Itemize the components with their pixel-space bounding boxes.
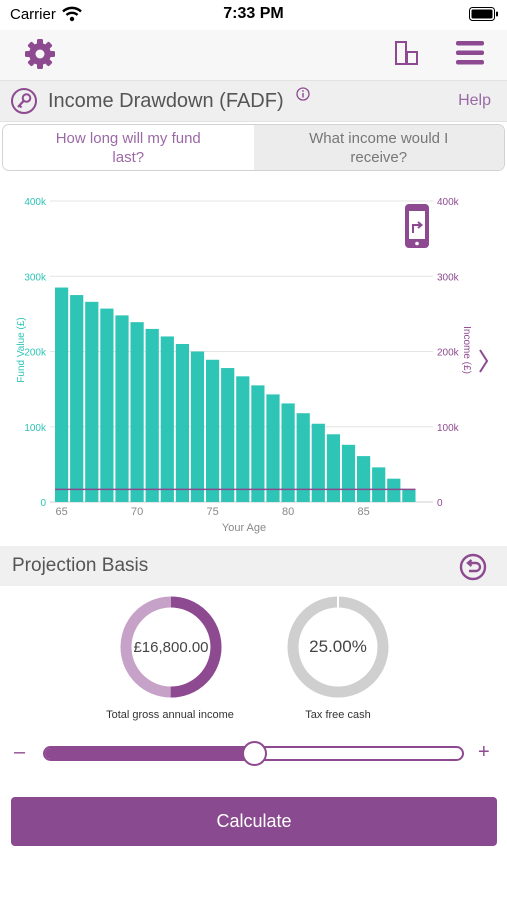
fund-bar bbox=[281, 403, 295, 502]
battery-icon bbox=[469, 7, 498, 21]
status-bar: Carrier 7:33 PM bbox=[0, 0, 507, 30]
fund-bar bbox=[326, 434, 340, 502]
y-tick-left: 0 bbox=[40, 498, 46, 509]
gear-icon[interactable] bbox=[24, 38, 56, 70]
chart-bars bbox=[55, 287, 416, 502]
y-tick-right: 300k bbox=[437, 272, 460, 283]
fund-bar bbox=[115, 315, 129, 502]
chevron-right-icon[interactable] bbox=[479, 349, 489, 373]
income-gauge-label: Total gross annual income bbox=[106, 709, 234, 721]
mode-tabs: How long will my fund last? What income … bbox=[2, 124, 505, 171]
y-tick-right: 100k bbox=[437, 423, 460, 434]
fund-bar bbox=[266, 394, 280, 502]
y-tick-left: 100k bbox=[24, 423, 47, 434]
x-tick: 80 bbox=[282, 506, 294, 518]
fund-bar bbox=[175, 343, 189, 502]
fund-bar bbox=[145, 328, 159, 502]
x-axis-label: Your Age bbox=[222, 522, 266, 534]
fund-bar bbox=[206, 359, 220, 502]
fund-bar bbox=[221, 368, 235, 502]
key-icon bbox=[11, 88, 37, 114]
x-tick: 85 bbox=[357, 506, 369, 518]
hamburger-menu-icon[interactable] bbox=[455, 40, 485, 66]
wifi-icon bbox=[62, 6, 82, 22]
fund-bar bbox=[85, 301, 99, 502]
y-tick-right: 200k bbox=[437, 348, 460, 359]
fund-bar bbox=[311, 423, 325, 502]
y-tick-left: 300k bbox=[24, 272, 47, 283]
slider-fill bbox=[45, 748, 254, 759]
tab-income-amount[interactable]: What income would I receive? bbox=[253, 125, 504, 170]
fund-bar bbox=[387, 478, 401, 502]
y-tick-left: 400k bbox=[24, 197, 47, 208]
slider-thumb[interactable] bbox=[241, 741, 267, 766]
income-slider[interactable] bbox=[43, 741, 464, 766]
fund-bar bbox=[402, 489, 416, 502]
status-time: 7:33 PM bbox=[223, 5, 284, 22]
title-bar: Income Drawdown (FADF) Help bbox=[0, 80, 507, 122]
income-value: £16,800.00 bbox=[133, 638, 209, 656]
fund-bar bbox=[372, 467, 386, 502]
compare-icon[interactable] bbox=[393, 39, 421, 67]
projection-basis-title: Projection Basis bbox=[12, 555, 149, 576]
x-axis-ticks: 65 70 75 80 85 bbox=[55, 506, 369, 518]
y-axis-right-label: Income (£) bbox=[461, 326, 472, 374]
tax-free-cash-value: 25.00% bbox=[309, 637, 367, 656]
calculate-button[interactable]: Calculate bbox=[11, 797, 497, 846]
x-tick: 70 bbox=[131, 506, 143, 518]
fund-projection-chart: 0 100k 200k 300k 400k 0 100k 200k 300k 400k 65 70… bbox=[16, 197, 489, 534]
x-tick: 75 bbox=[206, 506, 218, 518]
fund-bar bbox=[296, 413, 310, 502]
y-axis-left-label: Fund Value (£) bbox=[16, 317, 27, 382]
fund-bar bbox=[160, 336, 174, 502]
fund-bar bbox=[251, 385, 265, 502]
undo-icon[interactable] bbox=[459, 553, 487, 581]
carrier-label: Carrier bbox=[10, 6, 56, 23]
increase-button[interactable]: + bbox=[478, 741, 490, 763]
y-axis-left-ticks: 0 100k 200k 300k 400k bbox=[24, 197, 47, 509]
fund-bar bbox=[341, 444, 356, 502]
income-gauge[interactable]: £16,800.00 bbox=[119, 595, 223, 699]
projection-basis-bar: Projection Basis bbox=[0, 546, 507, 586]
info-icon[interactable] bbox=[296, 87, 310, 101]
fund-bar bbox=[55, 287, 69, 502]
fund-bar bbox=[70, 295, 84, 502]
rotate-phone-icon[interactable] bbox=[405, 204, 429, 248]
fund-bar bbox=[236, 376, 250, 502]
y-tick-right: 0 bbox=[437, 498, 443, 509]
decrease-button[interactable]: – bbox=[14, 741, 26, 763]
fund-bar bbox=[357, 456, 371, 502]
tax-free-cash-label: Tax free cash bbox=[305, 709, 371, 721]
y-axis-right-ticks: 0 100k 200k 300k 400k bbox=[437, 197, 460, 509]
fund-bar bbox=[130, 322, 144, 502]
tax-free-cash-gauge[interactable]: 25.00% bbox=[286, 595, 390, 699]
fund-bar bbox=[100, 308, 114, 502]
page-title: Income Drawdown (FADF) bbox=[48, 90, 284, 112]
tab-fund-duration-label: How long will my fund last? bbox=[55, 129, 201, 166]
y-tick-right: 400k bbox=[437, 197, 460, 208]
fund-bar bbox=[190, 351, 205, 502]
tab-fund-duration[interactable]: How long will my fund last? bbox=[3, 125, 254, 170]
x-tick: 65 bbox=[55, 506, 67, 518]
top-toolbar bbox=[0, 30, 507, 80]
y-tick-left: 200k bbox=[24, 348, 47, 359]
tab-income-amount-label: What income would I receive? bbox=[309, 129, 449, 166]
help-link[interactable]: Help bbox=[458, 92, 491, 109]
